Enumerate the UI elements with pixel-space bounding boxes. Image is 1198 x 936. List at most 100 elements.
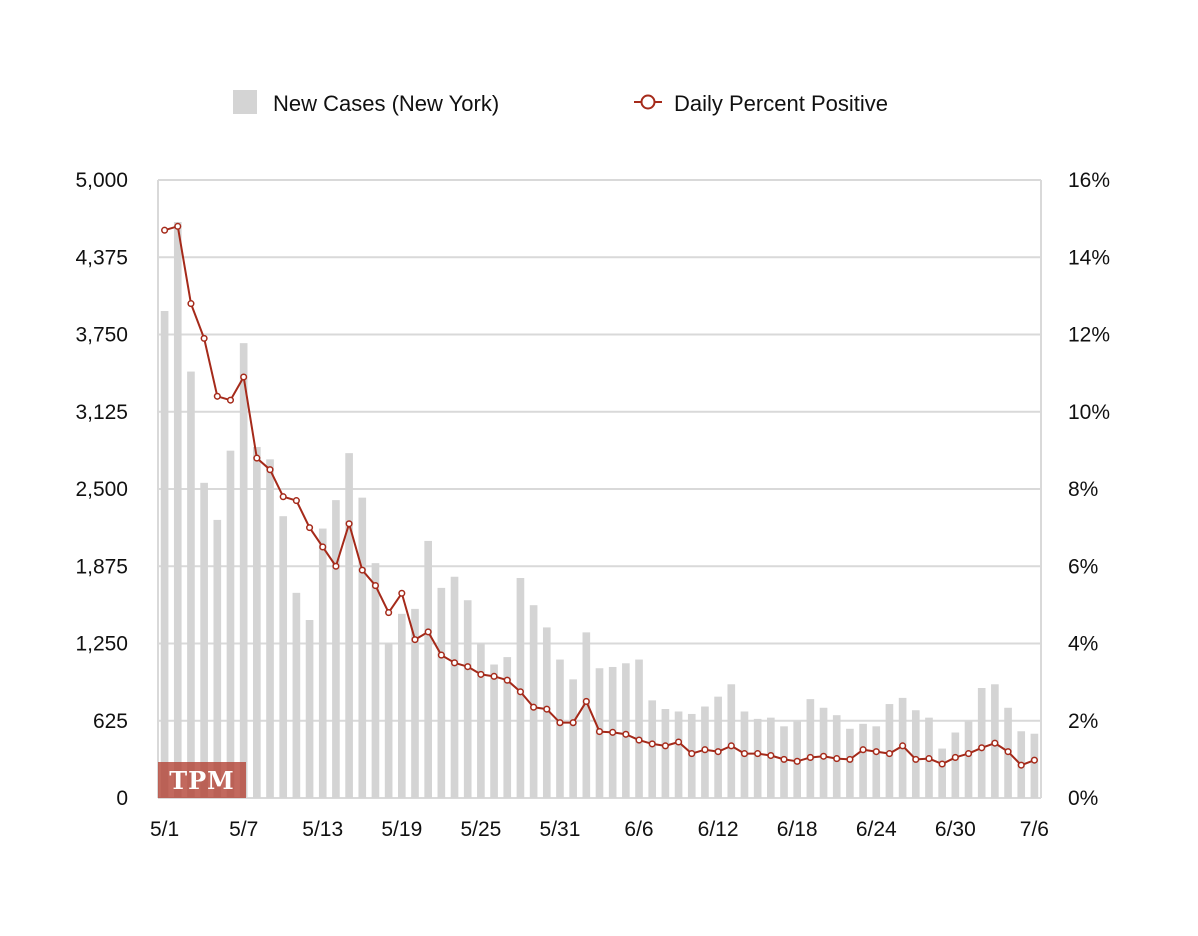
percent-positive-point [846, 755, 854, 763]
bar-new-cases [806, 699, 815, 798]
bar-new-cases [846, 728, 854, 798]
percent-positive-point [464, 663, 472, 671]
legend-bar-swatch-icon [233, 90, 257, 114]
x-tick-label: 6/6 [624, 818, 653, 841]
percent-positive-point [1030, 756, 1038, 764]
y-right-tick-label: 16% [1068, 169, 1110, 192]
percent-positive-point [780, 755, 788, 763]
percent-positive-point [398, 589, 406, 597]
percent-positive-point [701, 746, 709, 754]
percent-positive-point [872, 748, 880, 756]
percent-positive-point [1017, 761, 1025, 769]
bar-new-cases [318, 528, 327, 798]
y-right-tick-label: 4% [1068, 633, 1098, 656]
bar-new-cases [477, 643, 485, 798]
percent-positive-point [806, 753, 814, 761]
percent-positive-point [226, 396, 235, 404]
percent-positive-point [740, 750, 749, 758]
bar-new-cases [345, 453, 353, 798]
y-left-tick-label: 625 [93, 710, 128, 733]
percent-positive-point [991, 739, 999, 747]
bar-new-cases [648, 700, 657, 798]
bar-new-cases [977, 687, 986, 798]
y-right-tick-label: 6% [1068, 555, 1098, 578]
bar-new-cases [569, 679, 577, 798]
bar-new-cases [964, 721, 973, 798]
percent-positive-point [556, 719, 564, 727]
y-right-tick-label: 8% [1068, 478, 1098, 501]
bar-new-cases [529, 605, 538, 798]
percent-positive-point [912, 755, 920, 763]
bar-new-cases [411, 608, 419, 798]
y-right-tick-label: 10% [1068, 401, 1110, 424]
bar-new-cases [859, 723, 867, 798]
percent-positive-point [187, 300, 195, 308]
percent-positive-point [543, 705, 551, 713]
percent-positive-point [767, 751, 775, 760]
percent-positive-point [424, 628, 432, 636]
percent-positive-point [161, 226, 169, 234]
bar-new-cases [371, 563, 380, 798]
percent-positive-point [450, 659, 459, 667]
percent-positive-point [358, 566, 366, 574]
watermark-text: TPM [169, 766, 234, 795]
bar-new-cases [384, 643, 393, 798]
axis-tick-labels: 0 0% 625 2% 1,250 4% 1,875 6% 2,500 8% 3,125 10% 3,7… [75, 169, 1110, 841]
x-tick-label: 6/18 [777, 818, 818, 841]
percent-positive-point [516, 688, 524, 696]
percent-positive-point [371, 582, 380, 590]
bar-new-cases [160, 311, 169, 798]
percent-positive-point [240, 373, 248, 381]
y-left-tick-label: 3,125 [75, 401, 128, 424]
percent-positive-point [411, 636, 419, 644]
x-tick-label: 6/30 [935, 818, 976, 841]
percent-positive-point [385, 609, 393, 617]
y-right-tick-label: 2% [1068, 710, 1098, 733]
bar-new-cases [556, 659, 564, 798]
bar-new-cases [938, 748, 946, 798]
percent-positive-point [925, 755, 933, 763]
bar-new-cases [266, 459, 274, 798]
y-left-tick-label: 4,375 [75, 246, 128, 269]
percent-positive-point [648, 740, 656, 748]
bar-new-cases [661, 709, 670, 798]
bar-new-cases [951, 732, 960, 798]
y-left-tick-label: 1,875 [75, 555, 128, 578]
bar-new-cases [542, 627, 551, 798]
percent-positive-point [595, 728, 604, 736]
bar-new-cases [674, 711, 683, 798]
bar-new-cases [213, 519, 222, 798]
bar-new-cases [187, 371, 195, 798]
y-right-tick-label: 0% [1068, 787, 1098, 810]
x-tick-label: 5/13 [302, 818, 343, 841]
percent-positive-point [292, 497, 300, 505]
percent-positive-point [174, 222, 182, 230]
legend-label-new-cases: New Cases (New York) [273, 91, 499, 116]
percent-positive-point [530, 703, 538, 711]
y-left-tick-label: 2,500 [75, 478, 128, 501]
percent-positive-point [306, 524, 314, 532]
percent-positive-point [793, 757, 801, 765]
bar-new-cases [1030, 733, 1039, 798]
percent-positive-point [622, 730, 630, 738]
x-tick-label: 5/31 [540, 818, 581, 841]
y-left-tick-label: 0 [116, 787, 128, 810]
percent-positive-point [477, 670, 485, 678]
watermark-background [158, 762, 246, 798]
tpm-watermark-logo: TPM [158, 762, 246, 798]
x-tick-label: 5/7 [229, 818, 258, 841]
bar-new-cases [753, 718, 762, 798]
y-left-tick-label: 1,250 [75, 633, 128, 656]
x-tick-label: 6/24 [856, 818, 897, 841]
percent-positive-point [332, 562, 340, 570]
percent-positive-point [345, 520, 353, 528]
bar-new-cases [516, 577, 525, 798]
bar-new-cases [200, 482, 208, 798]
x-tick-label: 6/12 [698, 818, 739, 841]
bar-new-cases [279, 516, 288, 798]
bar-new-cases [292, 592, 301, 798]
bar-new-cases [424, 540, 432, 798]
bar-new-cases [727, 684, 736, 798]
percent-positive-point [1004, 748, 1012, 756]
